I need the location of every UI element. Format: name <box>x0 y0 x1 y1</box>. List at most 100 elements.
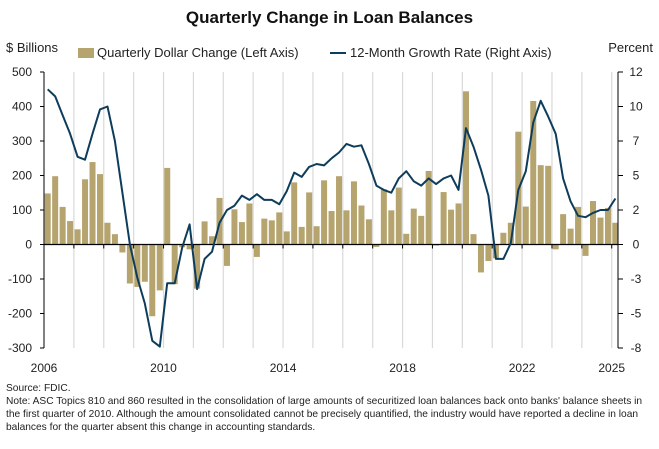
bar <box>560 214 567 245</box>
bar <box>164 167 171 245</box>
bar <box>96 174 103 245</box>
legend-item-bars: Quarterly Dollar Change (Left Axis) <box>78 45 299 60</box>
left-tick-label: 100 <box>12 203 32 217</box>
legend-bars-label: Quarterly Dollar Change (Left Axis) <box>97 45 299 60</box>
bar <box>119 244 126 253</box>
bar <box>477 244 484 273</box>
source-note: Source: FDIC. <box>6 383 71 394</box>
bar <box>246 203 253 245</box>
bar <box>463 91 470 245</box>
bar <box>111 234 118 245</box>
bar <box>507 222 514 245</box>
bar <box>276 212 283 245</box>
bar <box>604 207 611 245</box>
bar <box>530 100 537 245</box>
bar <box>89 162 96 245</box>
bar <box>380 189 387 245</box>
bar <box>82 179 89 245</box>
bar <box>403 233 410 245</box>
bar <box>537 165 544 245</box>
bar <box>223 244 230 266</box>
bar <box>343 210 350 245</box>
legend-line-swatch <box>330 51 346 54</box>
x-tick-label: 2022 <box>509 361 536 375</box>
right-tick-label: -5 <box>631 307 642 321</box>
bar <box>306 192 313 245</box>
right-tick-label: -3 <box>631 272 642 286</box>
left-tick-label: 0 <box>25 238 32 252</box>
bar <box>194 244 201 289</box>
bar <box>104 222 111 245</box>
bar <box>522 206 529 245</box>
x-tick-label: 2014 <box>270 361 297 375</box>
bar <box>201 221 208 245</box>
bar <box>567 228 574 245</box>
gridlines <box>73 72 613 348</box>
left-tick-label: 200 <box>12 169 32 183</box>
bar <box>52 176 59 245</box>
bar <box>395 187 402 245</box>
x-tick-label: 2006 <box>31 361 58 375</box>
bar <box>350 181 357 245</box>
bar <box>126 244 133 284</box>
right-tick-label: 12 <box>629 65 643 79</box>
bar <box>171 244 178 285</box>
bar <box>134 244 141 287</box>
right-tick-label: 0 <box>633 238 640 252</box>
bar <box>358 205 365 245</box>
right-tick-label: -8 <box>631 341 642 355</box>
bar-series <box>44 91 619 317</box>
bar <box>575 206 582 245</box>
bar <box>74 229 81 245</box>
bar <box>209 236 216 245</box>
left-tick-label: 400 <box>12 100 32 114</box>
bar <box>313 226 320 245</box>
bar <box>291 182 298 245</box>
bar <box>455 203 462 245</box>
x-tick-label: 2018 <box>389 361 416 375</box>
bar <box>67 221 74 245</box>
bar <box>545 165 552 245</box>
bar <box>253 244 260 257</box>
bar <box>500 232 507 245</box>
bar <box>231 209 238 245</box>
bar <box>373 244 380 247</box>
left-axis-label: $ Billions <box>6 40 59 55</box>
legend-item-line: 12-Month Growth Rate (Right Axis) <box>330 45 552 60</box>
bar <box>597 217 604 245</box>
methodology-note: Note: ASC Topics 810 and 860 resulted in… <box>6 396 643 433</box>
bar <box>336 176 343 245</box>
bar <box>298 226 305 245</box>
bar <box>485 244 492 262</box>
bar <box>156 244 163 291</box>
right-tick-label: 5 <box>633 169 640 183</box>
left-tick-label: -100 <box>8 272 32 286</box>
left-tick-label: 300 <box>12 134 32 148</box>
bar <box>44 193 51 245</box>
bar <box>186 244 193 250</box>
right-tick-label: 10 <box>629 100 643 114</box>
tick-labels: 500 400 300 200 100 0 -100 -200 -300 12 10 7 5 2 0 -3 -5… <box>8 65 643 375</box>
bar <box>612 222 619 245</box>
bar <box>365 219 372 245</box>
right-tick-label: 2 <box>633 203 640 217</box>
bar <box>321 180 328 245</box>
bar <box>388 210 395 245</box>
left-tick-label: -300 <box>8 341 32 355</box>
axes <box>40 71 623 349</box>
line-series <box>47 88 617 348</box>
bar <box>470 234 477 245</box>
left-tick-label: 500 <box>12 65 32 79</box>
bar <box>425 171 432 245</box>
bar <box>418 215 425 245</box>
bar <box>552 244 559 250</box>
x-tick-label: 2010 <box>150 361 177 375</box>
bar <box>59 206 66 245</box>
bar <box>261 218 268 245</box>
chart-title: Quarterly Change in Loan Balances <box>185 8 474 27</box>
bar <box>283 231 290 245</box>
bar <box>440 192 447 245</box>
bar <box>238 222 245 245</box>
bar <box>328 211 335 245</box>
growth-rate-line <box>47 88 617 348</box>
